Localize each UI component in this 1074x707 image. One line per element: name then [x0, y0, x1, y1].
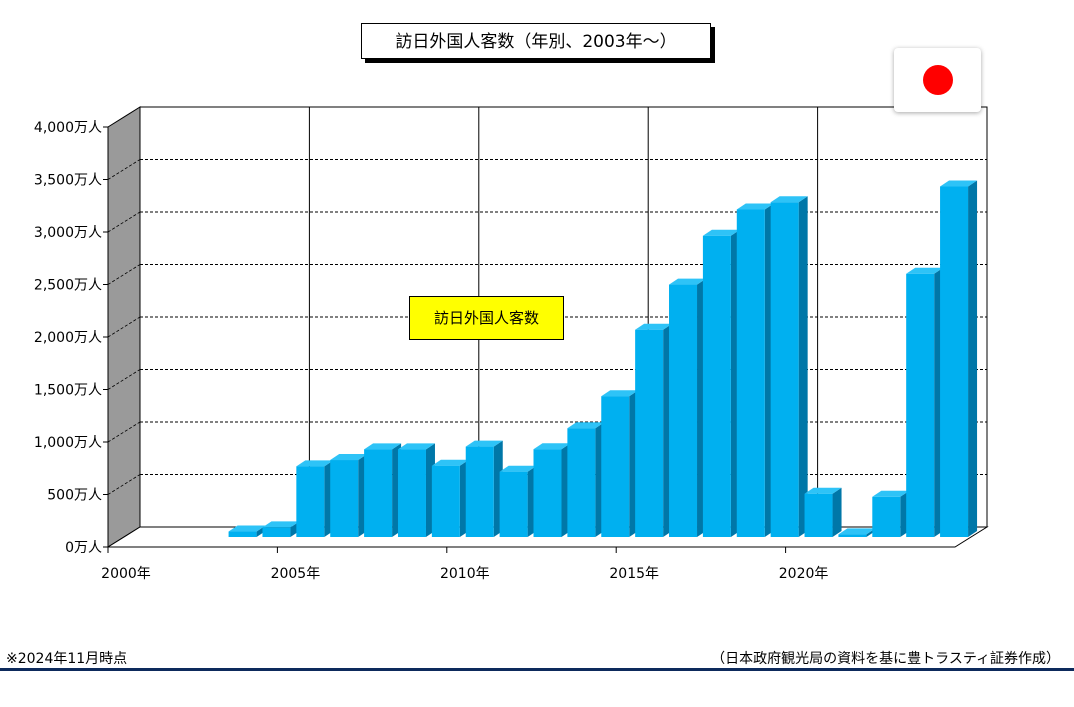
x-tick-label: 2000年 — [101, 566, 151, 582]
y-tick-label: 2,000万人 — [34, 330, 102, 346]
bar — [940, 180, 978, 537]
gridline-y-side — [107, 474, 141, 495]
footnote-source: （日本政府観光局の資料を基に豊トラスティ証券作成） — [711, 651, 1060, 667]
y-tick-label: 3,500万人 — [34, 173, 102, 189]
gridline-y-side — [107, 316, 141, 338]
japan-flag-icon — [923, 65, 953, 95]
gridline-y-side — [107, 211, 141, 233]
y-tick-label: 1,500万人 — [34, 383, 102, 399]
bar — [364, 443, 402, 537]
bar — [431, 459, 469, 537]
legend-entry: 訪日外国人客数 — [409, 296, 564, 340]
bar — [533, 443, 571, 537]
bar — [770, 196, 808, 537]
gridline-y-side — [107, 421, 141, 443]
x-tick-label: 2010年 — [440, 566, 490, 582]
bar — [635, 323, 673, 537]
bottom-rule — [0, 668, 1074, 671]
y-tick-label: 3,000万人 — [34, 225, 102, 241]
bar — [296, 460, 334, 537]
bar — [465, 440, 503, 537]
bar — [330, 454, 368, 537]
left-wall — [107, 106, 141, 548]
y-tick-label: 2,500万人 — [34, 278, 102, 294]
bar — [906, 267, 944, 537]
bar — [736, 203, 774, 537]
chart-title: 訪日外国人客数（年別、2003年～） — [361, 23, 711, 59]
gridline-y-side — [107, 369, 141, 390]
x-tick-label: 2020年 — [779, 566, 829, 582]
bar — [804, 487, 842, 537]
bar — [397, 443, 435, 537]
gridline-y-side — [107, 264, 141, 285]
flag-card — [894, 48, 981, 112]
bar — [601, 390, 639, 537]
x-tick-label: 2015年 — [609, 566, 659, 582]
bar — [872, 490, 910, 537]
y-tick-label: 1,000万人 — [34, 435, 102, 451]
y-tick-label: 0万人 — [65, 540, 102, 556]
bar — [262, 521, 300, 537]
x-tick-label: 2005年 — [271, 566, 321, 582]
footnote-date: ※2024年11月時点 — [6, 651, 128, 667]
bar — [567, 422, 605, 537]
gridline-y-side — [107, 159, 141, 180]
bar — [702, 229, 740, 537]
bar — [669, 278, 707, 537]
bar — [499, 465, 537, 537]
y-tick-label: 4,000万人 — [34, 120, 102, 136]
y-tick-label: 500万人 — [47, 488, 102, 504]
